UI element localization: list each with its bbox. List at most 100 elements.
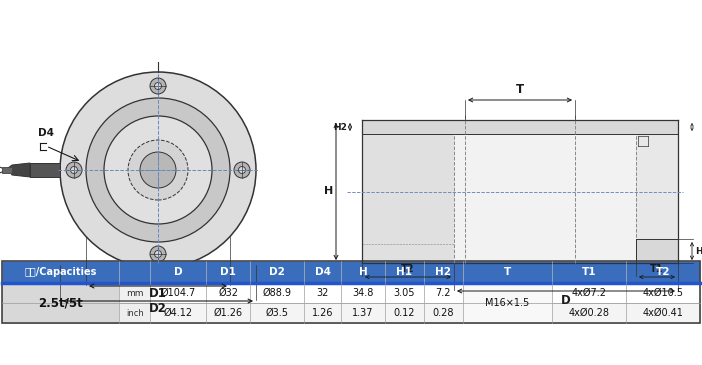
Bar — [626, 261, 700, 283]
Bar — [362, 120, 678, 263]
Text: 1.37: 1.37 — [352, 308, 373, 318]
Text: D4: D4 — [314, 267, 331, 277]
Bar — [250, 283, 304, 303]
Text: 32: 32 — [317, 288, 329, 298]
Text: H2: H2 — [435, 267, 451, 277]
Bar — [2, 283, 119, 323]
Bar — [424, 303, 463, 323]
Bar — [552, 261, 626, 283]
Bar — [341, 303, 385, 323]
Circle shape — [234, 162, 250, 178]
Circle shape — [239, 166, 246, 173]
Text: 0.12: 0.12 — [394, 308, 415, 318]
Text: Ø3.5: Ø3.5 — [265, 308, 289, 318]
Text: D1: D1 — [220, 267, 236, 277]
Text: 4xØ0.28: 4xØ0.28 — [569, 308, 609, 318]
Text: T: T — [516, 83, 524, 96]
Text: 4xØ0.41: 4xØ0.41 — [642, 308, 684, 318]
Text: mm: mm — [126, 288, 143, 297]
Circle shape — [104, 116, 212, 224]
Bar — [454, 134, 636, 263]
Text: T1: T1 — [650, 264, 664, 274]
Text: 4xØ7.2: 4xØ7.2 — [571, 288, 607, 298]
Bar — [119, 303, 150, 323]
Circle shape — [60, 72, 256, 268]
Text: 0.28: 0.28 — [432, 308, 454, 318]
Circle shape — [150, 246, 166, 262]
Bar — [385, 283, 424, 303]
Text: H: H — [359, 267, 367, 277]
Text: H2: H2 — [333, 123, 347, 131]
Bar — [304, 261, 341, 283]
Bar — [424, 261, 463, 283]
Text: T1: T1 — [582, 267, 597, 277]
Bar — [463, 303, 552, 323]
Bar — [341, 283, 385, 303]
Text: 4xØ10.5: 4xØ10.5 — [642, 288, 684, 298]
Bar — [552, 303, 626, 323]
Text: H1: H1 — [396, 267, 412, 277]
Text: Ø104.7: Ø104.7 — [161, 288, 196, 298]
Bar — [463, 261, 552, 283]
Text: 1.26: 1.26 — [312, 308, 333, 318]
Text: T2: T2 — [656, 267, 670, 277]
Text: 34.8: 34.8 — [352, 288, 373, 298]
Text: H1: H1 — [695, 246, 702, 256]
Bar — [2, 167, 12, 173]
Bar — [250, 303, 304, 323]
Bar — [2, 261, 700, 323]
Bar — [385, 261, 424, 283]
Text: H: H — [324, 187, 333, 196]
Bar — [341, 261, 385, 283]
Text: D2: D2 — [149, 302, 167, 315]
Text: 量程/Capacities: 量程/Capacities — [25, 267, 97, 277]
Circle shape — [154, 82, 161, 89]
Bar — [463, 283, 552, 303]
Bar — [463, 283, 552, 323]
Bar — [424, 283, 463, 303]
Bar — [552, 283, 626, 303]
Bar — [119, 261, 150, 283]
Bar — [150, 261, 206, 283]
Circle shape — [66, 162, 82, 178]
Text: inch: inch — [126, 308, 143, 318]
Polygon shape — [8, 163, 30, 177]
Bar — [150, 283, 206, 303]
Bar — [2, 261, 119, 283]
Bar — [206, 283, 250, 303]
Bar — [385, 303, 424, 323]
Bar — [304, 283, 341, 303]
Bar — [119, 303, 150, 323]
Bar — [626, 283, 700, 303]
Circle shape — [128, 140, 188, 200]
Circle shape — [140, 152, 176, 188]
Text: M16×1.5: M16×1.5 — [486, 298, 530, 308]
Bar — [362, 120, 678, 134]
Bar — [250, 261, 304, 283]
Text: Ø1.26: Ø1.26 — [213, 308, 243, 318]
Bar — [304, 303, 341, 323]
Text: D2: D2 — [269, 267, 285, 277]
Circle shape — [150, 78, 166, 94]
Bar — [636, 239, 678, 263]
Text: D4: D4 — [38, 128, 54, 138]
Bar — [206, 303, 250, 323]
Bar — [206, 261, 250, 283]
Bar — [119, 283, 150, 303]
Text: Ø32: Ø32 — [218, 288, 238, 298]
Bar — [30, 163, 60, 177]
Text: T: T — [504, 267, 511, 277]
Text: 7.2: 7.2 — [436, 288, 451, 298]
Text: Ø88.9: Ø88.9 — [263, 288, 291, 298]
Bar — [626, 303, 700, 323]
Text: 3.05: 3.05 — [394, 288, 415, 298]
Text: Ø4.12: Ø4.12 — [164, 308, 192, 318]
Bar — [150, 303, 206, 323]
Bar — [119, 283, 150, 303]
Text: 2.5t/5t: 2.5t/5t — [39, 296, 83, 310]
Bar — [362, 134, 454, 263]
Circle shape — [70, 166, 77, 173]
Text: T2: T2 — [402, 264, 415, 274]
Circle shape — [154, 250, 161, 257]
Circle shape — [86, 98, 230, 242]
